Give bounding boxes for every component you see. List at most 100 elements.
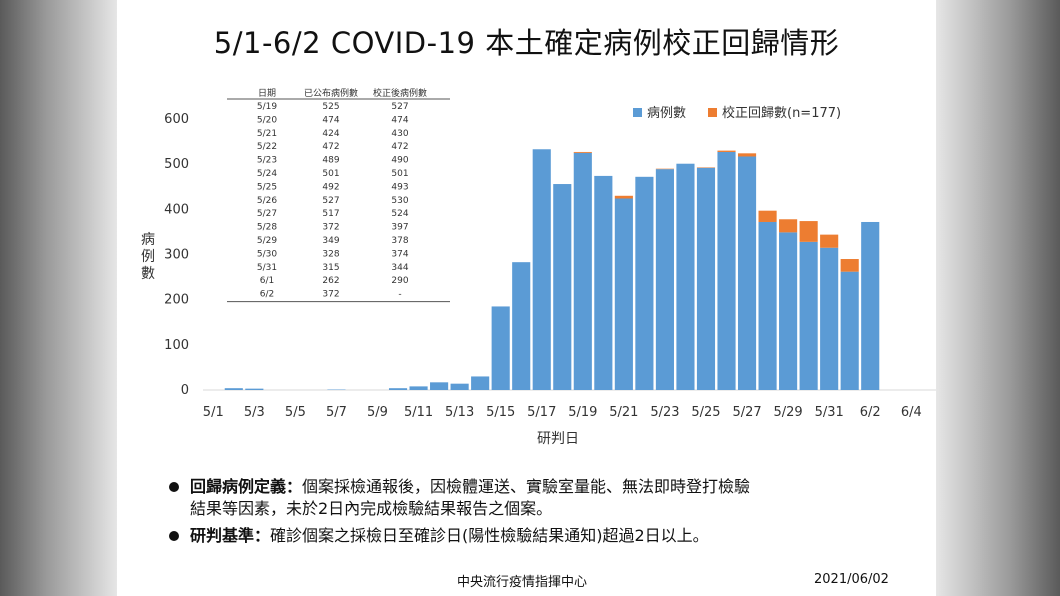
note-definition-line1: 個案採檢通報後，因檢體運送、實驗室量能、無法即時登打檢驗 — [302, 477, 751, 496]
bar-cases — [779, 232, 798, 390]
y-axis-label-char: 病 — [141, 232, 155, 248]
table-cell: 5/29 — [257, 236, 277, 246]
x-tick-label: 5/27 — [732, 405, 761, 420]
table-cell: 424 — [322, 129, 339, 139]
bar-cases — [799, 241, 818, 390]
table-cell: 430 — [391, 129, 408, 139]
bar-cases — [861, 221, 880, 390]
bar-backlog — [717, 150, 736, 152]
bar-cases — [696, 167, 716, 390]
table-cell: 378 — [391, 236, 408, 246]
table-header-cell: 校正後病例數 — [373, 87, 427, 99]
table-cell: 344 — [391, 263, 408, 273]
y-tick-label: 300 — [164, 248, 189, 263]
note-definition-term: 回歸病例定義： — [190, 477, 303, 496]
footer-organization: 中央流行疫情指揮中心 — [457, 575, 588, 590]
table-cell: 524 — [391, 209, 408, 219]
x-tick-label: 5/19 — [568, 405, 597, 420]
table-cell: 262 — [322, 276, 339, 286]
table-cell: 474 — [391, 115, 408, 125]
bar-cases — [532, 149, 551, 390]
legend-label-cases: 病例數 — [647, 106, 686, 121]
bar-cases — [655, 169, 674, 390]
table-cell: 527 — [391, 102, 408, 112]
note-criteria: 研判基準：確診個案之採檢日至確診日(陽性檢驗結果通知)超過2日以上。 — [169, 525, 709, 547]
note-definition: 回歸病例定義：個案採檢通報後，因檢體運送、實驗室量能、無法即時登打檢驗 結果等因… — [169, 476, 751, 520]
table-cell: 5/30 — [257, 249, 277, 259]
right-background-edge — [936, 0, 1060, 596]
table-cell: 501 — [391, 169, 408, 179]
y-axis-label-char: 數 — [141, 266, 155, 282]
table-cell: 472 — [322, 142, 339, 152]
x-axis-label: 研判日 — [537, 431, 579, 447]
note-criteria-term: 研判基準： — [190, 526, 271, 545]
table-cell: 5/26 — [257, 196, 277, 206]
bar-cases — [737, 156, 757, 390]
slide-title: 5/1-6/2 COVID-19 本土確定病例校正回歸情形 — [213, 26, 840, 60]
x-tick-label: 6/4 — [901, 405, 922, 420]
y-tick-label: 200 — [164, 293, 189, 308]
table-cell: 530 — [391, 196, 408, 206]
table-cell: 372 — [322, 223, 339, 233]
table-cell: 525 — [322, 102, 339, 112]
x-tick-label: 6/2 — [860, 405, 881, 420]
x-tick-label: 5/17 — [527, 405, 556, 420]
x-tick-label: 5/7 — [326, 405, 347, 420]
bar-cases — [717, 151, 736, 390]
table-cell: 5/20 — [257, 115, 277, 125]
bar-cases — [409, 386, 428, 390]
table-cell: 5/28 — [257, 223, 277, 233]
y-tick-label: 0 — [181, 383, 189, 398]
table-cell: 5/24 — [257, 169, 277, 179]
table-cell: 349 — [322, 236, 339, 246]
table-cell: 6/2 — [260, 290, 274, 300]
bar-cases — [840, 271, 859, 390]
bar-cases — [573, 152, 592, 390]
x-tick-label: 5/9 — [367, 405, 388, 420]
bar-cases — [471, 376, 490, 390]
table-header-cell: 已公布病例數 — [304, 87, 358, 99]
bar-backlog — [820, 234, 839, 248]
table-cell: 372 — [322, 290, 339, 300]
table-cell: 501 — [322, 169, 339, 179]
table-cell: 397 — [391, 223, 408, 233]
bar-cases — [676, 163, 695, 390]
y-axis-label-char: 例 — [141, 249, 155, 265]
table-cell: 5/25 — [257, 182, 277, 192]
table-cell: 6/1 — [260, 276, 274, 286]
bar-cases — [614, 198, 633, 390]
bar-cases — [758, 221, 777, 390]
bar-cases — [491, 306, 510, 390]
left-background-edge — [0, 0, 117, 596]
bar-cases — [450, 383, 469, 390]
y-tick-label: 500 — [164, 157, 189, 172]
x-tick-label: 5/23 — [650, 405, 679, 420]
table-cell: 5/19 — [257, 102, 277, 112]
slide: 5/1-6/2 COVID-19 本土確定病例校正回歸情形 0 100 200 300… — [117, 0, 936, 596]
y-tick-label: 100 — [164, 338, 189, 353]
x-tick-label: 5/15 — [486, 405, 515, 420]
table-header-cell: 日期 — [258, 88, 276, 99]
table-cell: 290 — [391, 276, 408, 286]
table-cell: 527 — [322, 196, 339, 206]
bar-cases — [635, 176, 654, 390]
table-cell: 490 — [391, 156, 408, 166]
y-tick-label: 400 — [164, 202, 189, 217]
table-cell: 474 — [322, 115, 339, 125]
table-cell: 374 — [391, 249, 408, 259]
y-tick-label: 600 — [164, 112, 189, 127]
table-cell: 493 — [391, 182, 408, 192]
bullet-dot-icon — [169, 482, 179, 492]
table-cell: 328 — [322, 249, 339, 259]
bar-cases — [388, 388, 408, 390]
bar-backlog — [779, 219, 798, 233]
bar-cases — [512, 262, 531, 390]
table-cell: 489 — [322, 156, 339, 166]
table-cell: 5/31 — [257, 263, 277, 273]
legend-swatch-backlog — [708, 108, 717, 117]
x-tick-label: 5/13 — [445, 405, 474, 420]
table-cell: 5/23 — [257, 156, 277, 166]
bullet-dot-icon — [169, 531, 179, 541]
x-tick-label: 5/1 — [203, 405, 224, 420]
table-cell: 5/21 — [257, 129, 277, 139]
